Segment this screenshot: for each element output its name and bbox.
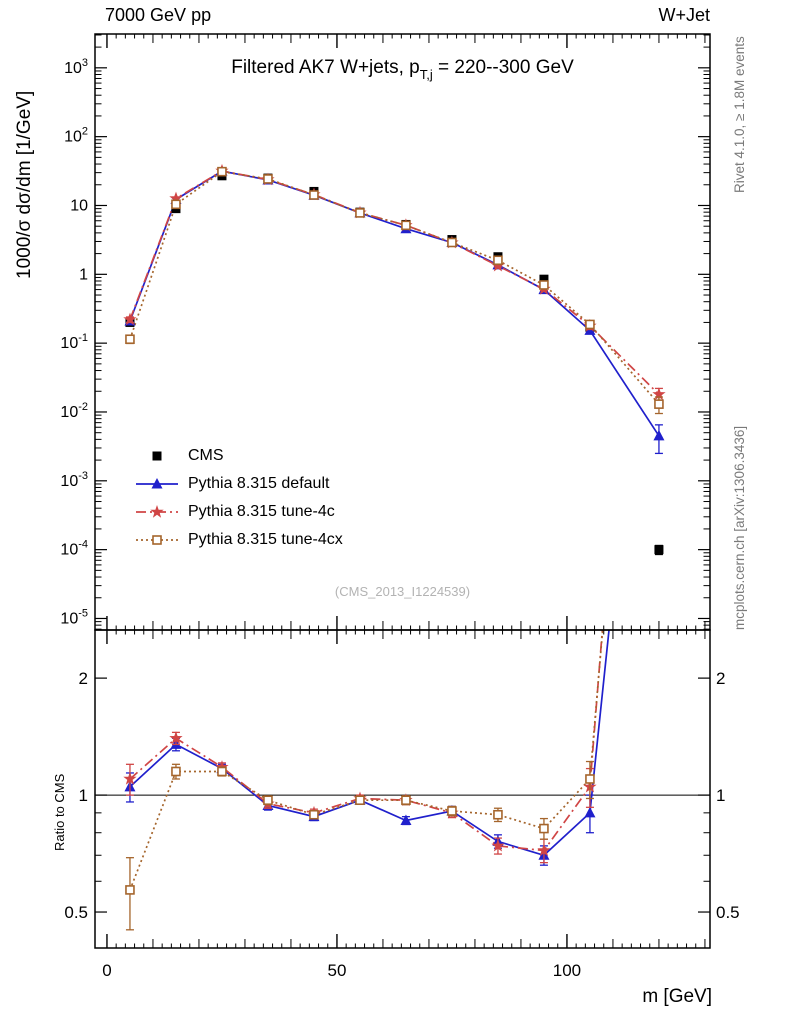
beam-energy-label: 7000 GeV pp bbox=[105, 5, 212, 25]
legend-marker-filled-square bbox=[152, 451, 162, 461]
svg-text:2: 2 bbox=[716, 669, 725, 688]
svg-text:10-3: 10-3 bbox=[60, 470, 88, 490]
x-axis-label: m [GeV] bbox=[642, 986, 712, 1007]
plot-title-post: = 220--300 GeV bbox=[432, 57, 574, 78]
legend-item: Pythia 8.315 default bbox=[134, 470, 343, 498]
legend-item: Pythia 8.315 tune-4c bbox=[134, 498, 343, 526]
plot-title-subscript: T,j bbox=[419, 67, 433, 82]
legend-item: Pythia 8.315 tune-4cx bbox=[134, 526, 343, 554]
legend-marker-filled-triangle bbox=[136, 478, 178, 489]
svg-text:0: 0 bbox=[102, 961, 111, 980]
legend-label: Pythia 8.315 tune-4c bbox=[188, 503, 335, 520]
svg-text:10: 10 bbox=[70, 197, 88, 214]
legend-label: Pythia 8.315 tune-4cx bbox=[188, 531, 343, 548]
svg-text:0.5: 0.5 bbox=[716, 903, 740, 922]
y-axis-label: 1000/σ dσ/dm [1/GeV] bbox=[14, 90, 35, 280]
plot-title-pre: Filtered AK7 W+jets, p bbox=[231, 57, 420, 78]
svg-text:10-4: 10-4 bbox=[60, 539, 88, 559]
series-main bbox=[123, 163, 666, 556]
ratio-axis-label: Ratio to CMS bbox=[52, 773, 67, 852]
watermark: (CMS_2013_I1224539) bbox=[334, 584, 471, 599]
svg-text:2: 2 bbox=[79, 669, 88, 688]
legend-label: CMS bbox=[188, 447, 224, 464]
svg-text:102: 102 bbox=[64, 126, 88, 146]
legend-marker-star bbox=[136, 505, 178, 518]
legend-label: Pythia 8.315 default bbox=[188, 475, 330, 492]
legend-item: CMS bbox=[134, 442, 343, 470]
svg-text:1: 1 bbox=[79, 266, 88, 283]
legend-marker-open-square bbox=[136, 535, 178, 545]
svg-text:50: 50 bbox=[327, 961, 346, 980]
legend: CMS Pythia 8.315 default Pythia 8.315 tune… bbox=[134, 442, 343, 554]
svg-text:10-5: 10-5 bbox=[60, 607, 88, 627]
mcplots-reference-label: mcplots.cern.ch [arXiv:1306.3436] bbox=[732, 425, 747, 630]
svg-text:10-2: 10-2 bbox=[60, 401, 88, 421]
plot-title: Filtered AK7 W+jets, pT,j = 220--300 GeV bbox=[95, 57, 710, 82]
svg-text:103: 103 bbox=[64, 57, 88, 77]
process-label: W+Jet bbox=[658, 5, 710, 25]
svg-text:10-1: 10-1 bbox=[60, 332, 88, 352]
svg-text:0.5: 0.5 bbox=[64, 903, 88, 922]
series-ratio bbox=[123, 630, 610, 931]
svg-text:1: 1 bbox=[716, 786, 725, 805]
rivet-version-label: Rivet 4.1.0, ≥ 1.8M events bbox=[732, 36, 747, 193]
svg-text:100: 100 bbox=[553, 961, 581, 980]
svg-text:1: 1 bbox=[79, 786, 88, 805]
